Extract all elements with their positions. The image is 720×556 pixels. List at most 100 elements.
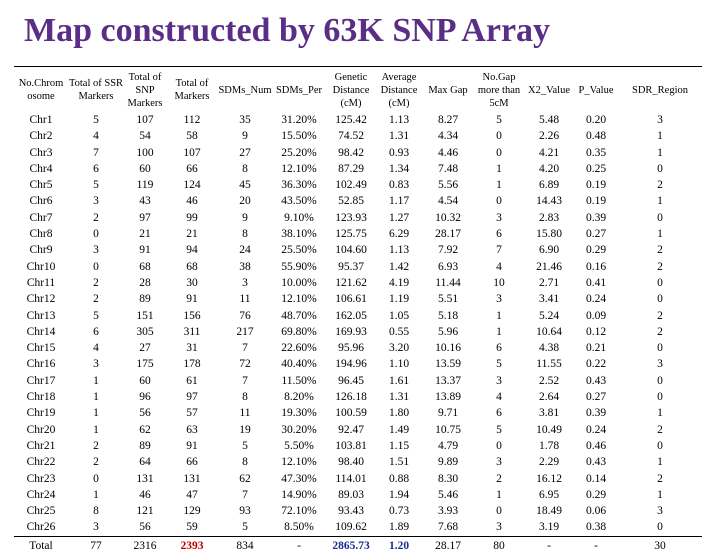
table-cell: 2.29 — [538, 456, 560, 469]
table-cell: 89 — [139, 293, 151, 306]
table-cell: 1 — [93, 391, 99, 404]
table-cell: 11.44 — [435, 276, 461, 289]
table-cell: 46 — [139, 488, 151, 501]
table-cell: 6.29 — [388, 228, 410, 241]
table-cell: 11.50% — [281, 374, 317, 387]
table-cell: 106.61 — [335, 293, 367, 306]
table-cell: 20 — [239, 195, 251, 208]
table-cell: Chr26 — [26, 521, 56, 534]
table-cell: 62 — [139, 423, 151, 436]
table-cell: 121 — [136, 505, 154, 518]
column-header: Total of SNP Markers — [127, 71, 163, 109]
table-row: Chr25 8 121 129 93 72.10% 93.43 0.73 3.93 0 18.49 0… — [14, 503, 702, 519]
table-cell: 2 — [657, 244, 663, 257]
table-cell: 10.32 — [435, 211, 461, 224]
table-cell: 2 — [657, 260, 663, 273]
table-cell: 7.68 — [437, 521, 459, 534]
table-cell: 1 — [657, 456, 663, 469]
table-cell: 3 — [242, 276, 248, 289]
table-cell: 0.39 — [585, 407, 607, 420]
table-cell: 60 — [139, 162, 151, 175]
table-cell: 62 — [239, 472, 251, 485]
table-cell: 99 — [186, 211, 198, 224]
table-cell: 52.85 — [338, 195, 364, 208]
table-cell: 6.89 — [538, 179, 560, 192]
column-header: Genetic Distance (cM) — [332, 71, 370, 109]
table-cell: 24 — [239, 244, 251, 257]
table-cell: 1.61 — [388, 374, 410, 387]
table-cell: 3 — [657, 505, 663, 518]
table-cell: 95.37 — [338, 260, 364, 273]
table-cell: 8 — [242, 228, 248, 241]
table-cell: 0 — [657, 374, 663, 387]
table-cell: 1.17 — [388, 195, 410, 208]
table-cell: 5 — [242, 521, 248, 534]
table-cell: 1 — [657, 407, 663, 420]
table-cell: 0 — [657, 342, 663, 355]
table-cell: 6.93 — [437, 260, 459, 273]
table-cell: 107 — [183, 146, 201, 159]
table-cell: 55.90% — [281, 260, 317, 273]
table-cell: 0.14 — [585, 472, 607, 485]
table-cell: 5 — [496, 358, 502, 371]
table-cell: 4.34 — [437, 130, 459, 143]
table-row: Chr22 2 64 66 8 12.10% 98.40 1.51 9.89 3 2.29 0.43 1 — [14, 454, 702, 470]
table-cell: 8.30 — [437, 472, 459, 485]
table-cell: 0.16 — [585, 260, 607, 273]
total-cell: - — [297, 539, 301, 552]
table-cell: Chr5 — [29, 179, 53, 192]
table-cell: Chr2 — [29, 130, 53, 143]
table-cell: Chr19 — [26, 407, 56, 420]
table-cell: Chr12 — [26, 293, 56, 306]
table-cell: 114.01 — [335, 472, 367, 485]
total-cell: - — [594, 539, 598, 552]
table-cell: 72.10% — [281, 505, 317, 518]
table-cell: 21 — [186, 228, 198, 241]
table-cell: 0.29 — [585, 244, 607, 257]
table-cell: 3.41 — [538, 293, 560, 306]
table-cell: 10.75 — [435, 423, 461, 436]
table-cell: 0 — [657, 439, 663, 452]
table-cell: 66 — [186, 456, 198, 469]
table-cell: 91 — [186, 293, 198, 306]
table-cell: 25.50% — [281, 244, 317, 257]
table-cell: 1.27 — [388, 211, 410, 224]
table-cell: 1 — [496, 162, 502, 175]
table-cell: 1.15 — [388, 439, 410, 452]
table-cell: 15.80 — [536, 228, 562, 241]
table-cell: 0.43 — [585, 456, 607, 469]
table-cell: 6.90 — [538, 244, 560, 257]
table-cell: 2.26 — [538, 130, 560, 143]
table-cell: 124 — [183, 179, 201, 192]
table-cell: 4.19 — [388, 276, 410, 289]
table-cell: 2.83 — [538, 211, 560, 224]
table-cell: 3 — [93, 521, 99, 534]
table-cell: 3 — [496, 374, 502, 387]
table-cell: 0 — [496, 146, 502, 159]
table-cell: 0.43 — [585, 374, 607, 387]
table-cell: 1.78 — [538, 439, 560, 452]
table-cell: 38 — [239, 260, 251, 273]
table-cell: 5.18 — [437, 309, 459, 322]
table-cell: 109.62 — [335, 521, 367, 534]
table-cell: 6 — [496, 228, 502, 241]
table-cell: 12.10% — [281, 293, 317, 306]
table-cell: 56 — [139, 521, 151, 534]
table-cell: 305 — [136, 325, 154, 338]
table-row: Chr23 0 131 131 62 47.30% 114.01 0.88 8.30 2 16.12… — [14, 471, 702, 487]
table-cell: 2 — [657, 309, 663, 322]
table-cell: 2 — [93, 276, 99, 289]
table-cell: Chr16 — [26, 358, 56, 371]
table-cell: 4.20 — [538, 162, 560, 175]
table-cell: 0.21 — [585, 342, 607, 355]
table-cell: 5.24 — [538, 309, 560, 322]
table-cell: Chr11 — [26, 276, 56, 289]
table-cell: 31.20% — [281, 114, 317, 126]
table-cell: Chr1 — [29, 114, 53, 126]
table-cell: 162.05 — [335, 309, 367, 322]
table-cell: 6 — [93, 162, 99, 175]
table-cell: 3 — [93, 195, 99, 208]
table-cell: 59 — [186, 521, 198, 534]
table-cell: 96.45 — [338, 374, 364, 387]
table-cell: 0 — [657, 211, 663, 224]
